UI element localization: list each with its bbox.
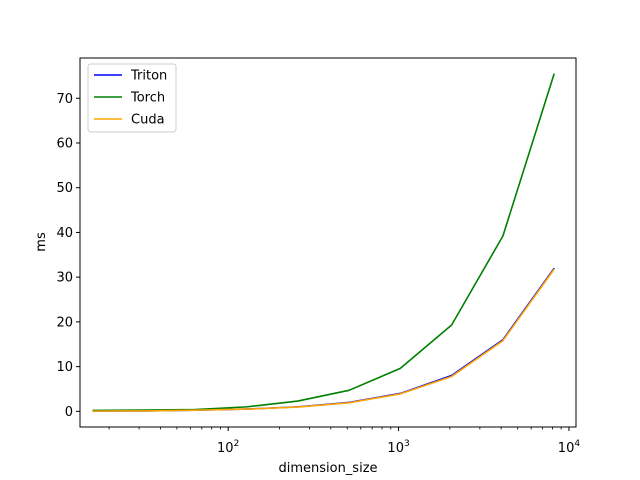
legend: Triton Torch Cuda	[87, 63, 177, 133]
legend-label-cuda: Cuda	[131, 113, 165, 128]
x-tick-label-base: 10	[387, 441, 404, 456]
y-tick-label: 60	[56, 136, 73, 151]
y-tick-label: 40	[56, 226, 73, 241]
y-tick-label: 20	[56, 315, 73, 330]
x-tick-label-exponent: 4	[574, 439, 580, 449]
x-axis: 102 103 104	[108, 427, 581, 456]
x-tick-label-base: 10	[558, 441, 575, 456]
x-tick-label-exponent: 2	[234, 439, 240, 449]
legend-label-torch: Torch	[130, 91, 165, 106]
x-tick-label: 102	[217, 439, 239, 456]
y-tick-label: 30	[56, 271, 73, 286]
x-tick-label: 104	[558, 439, 581, 456]
series-line-cuda	[92, 268, 555, 412]
y-tick-label: 50	[56, 181, 73, 196]
x-tick-label-exponent: 3	[404, 439, 410, 449]
y-tick-label: 10	[56, 360, 73, 375]
plot-frame	[79, 57, 577, 428]
y-axis-title: ms	[34, 232, 49, 252]
y-tick-label: 0	[65, 405, 73, 420]
y-axis: 0 10 20 30 40 50 60 70	[56, 92, 80, 420]
plot-area	[92, 73, 555, 412]
x-tick-label-base: 10	[217, 441, 234, 456]
x-tick-label: 103	[387, 439, 409, 456]
legend-box	[87, 63, 177, 133]
legend-label-triton: Triton	[130, 69, 167, 84]
y-tick-label: 70	[56, 92, 73, 107]
x-axis-title: dimension_size	[278, 461, 377, 476]
